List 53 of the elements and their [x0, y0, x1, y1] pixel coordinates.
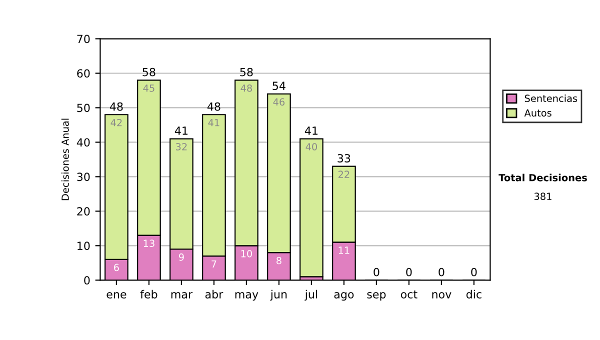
x-tick-label: jun [270, 290, 287, 301]
data-label: 32 [176, 143, 187, 150]
data-label: 13 [144, 240, 154, 247]
total-label: 48 [207, 102, 220, 111]
total-label: 54 [272, 82, 286, 90]
x-tick-label: ago [334, 292, 354, 301]
data-label: 42 [110, 118, 122, 126]
data-label: 8 [276, 256, 282, 264]
legend-label: Autos [524, 109, 552, 117]
y-axis-title: Decisiones Anual [61, 118, 69, 200]
data-label: 40 [306, 143, 317, 150]
total-label: 48 [110, 102, 123, 111]
legend-label: Sentencias [524, 94, 578, 102]
total-label: 33 [338, 154, 350, 162]
x-tick-label: feb [140, 290, 158, 298]
x-tick-label: jul [304, 290, 318, 301]
x-tick-label: oct [400, 290, 418, 298]
data-label: 45 [143, 84, 154, 92]
y-tick-label: 70 [77, 34, 90, 44]
y-tick-label: 20 [77, 207, 90, 216]
data-label: 6 [114, 264, 119, 272]
y-tick-label: 0 [84, 276, 90, 285]
data-label: 22 [338, 170, 350, 178]
total-label: 41 [304, 126, 318, 135]
data-label: 7 [212, 260, 216, 268]
data-label: 46 [273, 98, 285, 106]
total-label: 41 [174, 126, 188, 135]
bar [300, 138, 324, 278]
x-tick-label: abr [205, 290, 224, 298]
x-tick-label: nov [432, 292, 452, 298]
x-tick-label: sep [367, 292, 386, 301]
data-label: 10 [241, 250, 252, 258]
y-tick-label: 30 [77, 172, 90, 182]
x-tick-label: dic [466, 290, 482, 298]
data-label: 11 [338, 246, 350, 254]
y-tick-label: 50 [77, 104, 90, 112]
text: 381 [534, 192, 552, 200]
total-label: 58 [142, 68, 156, 76]
total-label: 0 [471, 268, 477, 276]
x-tick-label: mar [171, 292, 193, 298]
y-tick-label: 10 [78, 242, 90, 250]
y-tick-label: 40 [76, 138, 90, 147]
x-tick-label: may [235, 292, 258, 301]
data-label: 9 [178, 253, 184, 261]
y-tick-label: 60 [77, 69, 90, 78]
text: Total Decisiones [498, 174, 587, 182]
data-label: 48 [240, 84, 252, 92]
total-label: 0 [406, 268, 412, 276]
total-label: 58 [240, 68, 253, 76]
data-label: 41 [208, 119, 220, 126]
total-label: 0 [374, 268, 380, 276]
x-tick-label: ene [106, 292, 126, 298]
total-label: 0 [438, 268, 444, 276]
